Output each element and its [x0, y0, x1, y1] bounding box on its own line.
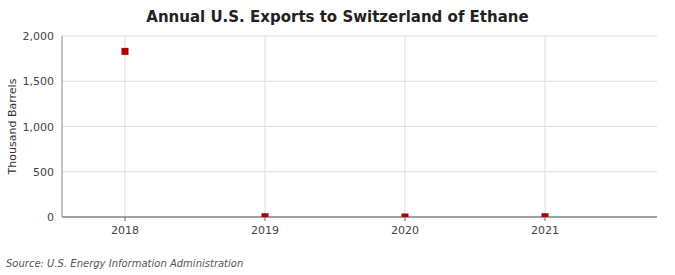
y-grid-line	[62, 126, 657, 127]
x-tick-label: 2018	[111, 224, 139, 237]
x-tick	[545, 217, 546, 221]
x-tick	[265, 217, 266, 221]
y-tick-label: 500	[33, 166, 54, 179]
source-note: Source: U.S. Energy Information Administ…	[6, 258, 243, 269]
chart: Annual U.S. Exports to Switzerland of Et…	[0, 0, 675, 275]
x-axis-line	[62, 217, 657, 218]
y-tick-label: 1,500	[23, 75, 55, 88]
x-grid-line	[405, 36, 406, 217]
x-grid-line	[125, 36, 126, 217]
x-tick-label: 2019	[251, 224, 279, 237]
x-tick-label: 2020	[391, 224, 419, 237]
points	[122, 48, 549, 217]
y-tick-label: 1,000	[23, 121, 55, 134]
title: Annual U.S. Exports to Switzerland of Et…	[146, 8, 528, 26]
x-grid-line	[545, 36, 546, 217]
x-tick-label: 2021	[531, 224, 559, 237]
grid	[62, 36, 657, 217]
y-grid-line	[62, 171, 657, 172]
y-tick-label: 0	[47, 211, 54, 224]
point	[262, 213, 269, 217]
point	[122, 48, 129, 55]
y-grid-line	[62, 81, 657, 82]
y-grid-line	[62, 36, 657, 37]
point	[542, 213, 549, 217]
x-tick	[405, 217, 406, 221]
point	[402, 214, 409, 218]
y-tick-label: 2,000	[23, 30, 55, 43]
x-grid-line	[265, 36, 266, 217]
y-axis-label: Thousand Barrels	[6, 78, 19, 175]
x-tick	[125, 217, 126, 221]
y-axis-line	[62, 36, 63, 217]
y-grid-line	[62, 217, 657, 218]
